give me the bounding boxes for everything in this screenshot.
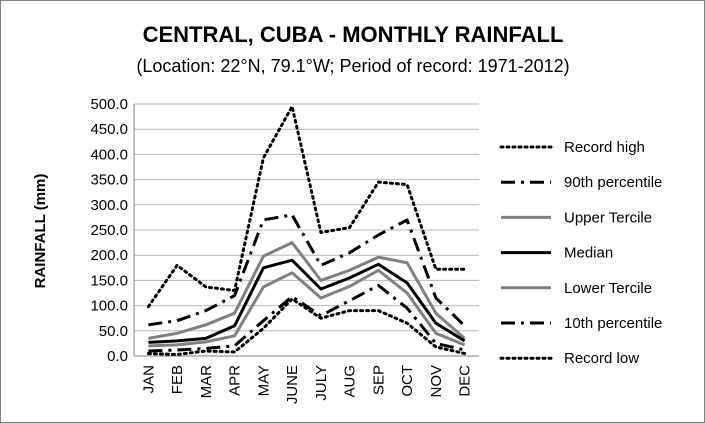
series-line [148,268,466,348]
y-tick-label: 200.0 [90,247,128,264]
x-tick-label: MAR [198,365,215,399]
y-tick-label: 450.0 [90,121,128,138]
y-tick-label: 350.0 [90,172,128,189]
grid-layer [134,103,479,357]
legend: Record high 90th percentile Upper Tercile M… [499,139,662,367]
chart-subtitle: (Location: 22°N, 79.1°W; Period of recor… [136,56,569,76]
legend-label: Lower Tercile [564,280,652,297]
legend-label: Median [564,245,613,262]
x-tick-label: APR [227,365,244,396]
x-tick-label: OCT [399,365,416,397]
legend-label: 90th percentile [564,174,662,191]
x-tick-label: AUG [342,365,359,398]
chart-title: CENTRAL, CUBA - MONTHLY RAINFALL [143,22,564,47]
y-tick-label: 500.0 [90,96,128,113]
series-line [148,258,466,344]
legend-label: 10th percentile [564,315,662,332]
legend-label: Record high [564,139,645,156]
axis-layer: 0.0 50.0 100.0 150.0 200.0 250.0 300.0 350.0 400… [90,96,479,404]
series-line [146,105,467,309]
y-tick-label: 150.0 [90,272,128,289]
legend-label: Record low [564,350,639,367]
x-tick-label: DEC [457,365,474,397]
x-tick-label: MAY [255,365,272,396]
series-line [148,283,465,353]
y-tick-label: 100.0 [90,298,128,315]
x-tick-label: FEB [169,365,186,394]
series-layer [146,105,467,356]
series-line [148,241,466,340]
y-tick-label: 0.0 [107,348,128,365]
y-tick-label: 300.0 [90,197,128,214]
x-tick-label: JULY [313,365,330,401]
y-axis-label: RAINFALL (mm) [32,174,49,289]
y-tick-label: 400.0 [90,146,128,163]
x-tick-label: NOV [428,365,445,398]
series-line [146,297,467,356]
x-tick-label: JUNE [284,365,301,404]
x-tick-label: SEP [370,365,387,395]
y-tick-label: 250.0 [90,222,128,239]
y-tick-label: 50.0 [99,323,128,340]
x-tick-label: JAN [140,365,157,393]
legend-label: Upper Tercile [564,209,652,226]
